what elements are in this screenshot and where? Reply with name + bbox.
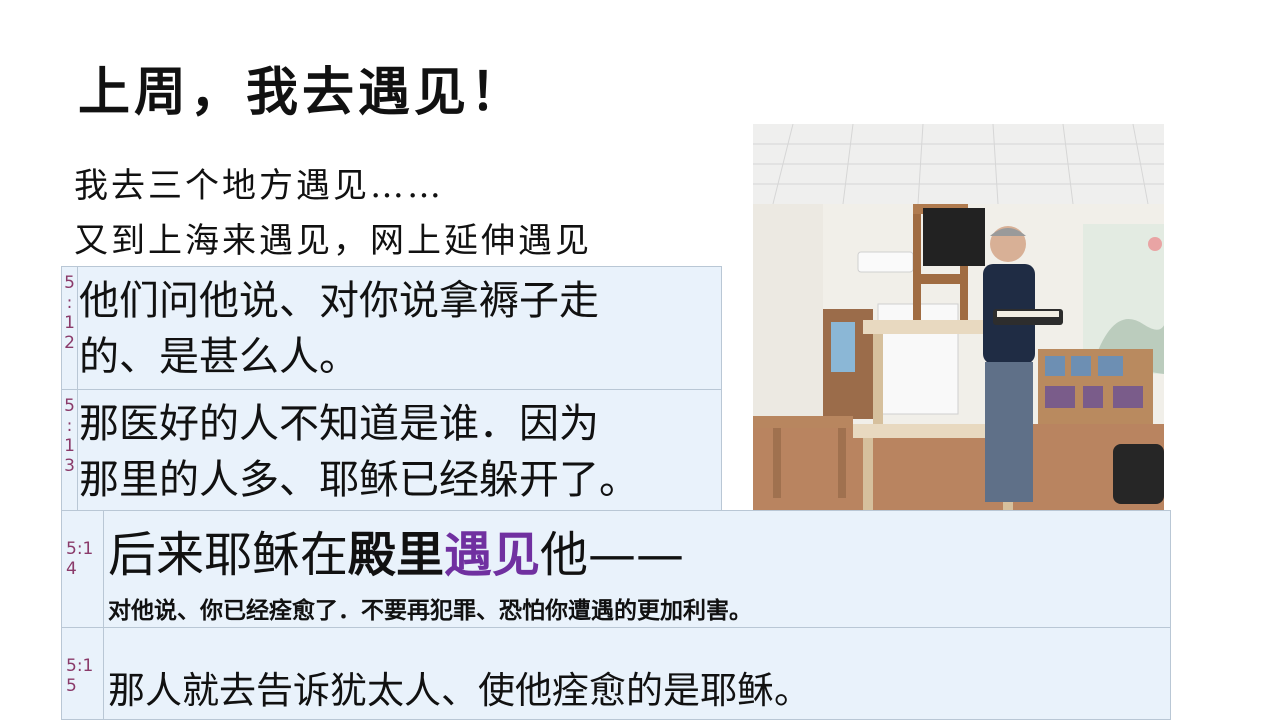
preacher-photo [753, 124, 1164, 510]
verse-text-line: 他们问他说、对你说拿褥子走 [79, 278, 599, 324]
verse-text-line: 的、是甚么人。 [79, 334, 359, 380]
verse-number-5-15: 5:1 5 [62, 628, 104, 719]
verse-row-5-14: 5:1 4 后来耶稣在殿里遇见他—— 对他说、你已经痊愈了．不要再犯罪、恐怕你遭… [61, 510, 1171, 628]
verse-detail-line: 对他说、你已经痊愈了．不要再犯罪、恐怕你遭遇的更加利害。 [108, 598, 752, 624]
verse-number-5-14: 5:1 4 [62, 511, 104, 627]
highlight-temple: 殿里 [348, 527, 445, 583]
highlight-meet: 遇见 [444, 527, 541, 583]
subtitle-line-2: 又到上海来遇见，网上延伸遇见 [74, 221, 592, 261]
slide-title: 上周，我去遇见！ [78, 62, 527, 123]
verse-text-line: 那人就去告诉犹太人、使他痊愈的是耶稣。 [108, 669, 811, 712]
verse-text-line: 那里的人多、耶稣已经躲开了。 [79, 457, 639, 503]
verse-number-5-12: 5 : 1 2 [62, 267, 78, 389]
verse-main-line: 后来耶稣在殿里遇见他—— [108, 527, 685, 583]
verse-row-5-12: 5 : 1 2 他们问他说、对你说拿褥子走 的、是甚么人。 [61, 266, 722, 390]
verse-text-line: 那医好的人不知道是谁．因为 [79, 401, 599, 447]
verse-number-5-13: 5 : 1 3 [62, 390, 78, 510]
subtitle-line-1: 我去三个地方遇见…… [74, 166, 444, 206]
verse-row-5-13: 5 : 1 3 那医好的人不知道是谁．因为 那里的人多、耶稣已经躲开了。 [61, 389, 722, 511]
verse-row-5-15: 5:1 5 那人就去告诉犹太人、使他痊愈的是耶稣。 [61, 627, 1171, 720]
